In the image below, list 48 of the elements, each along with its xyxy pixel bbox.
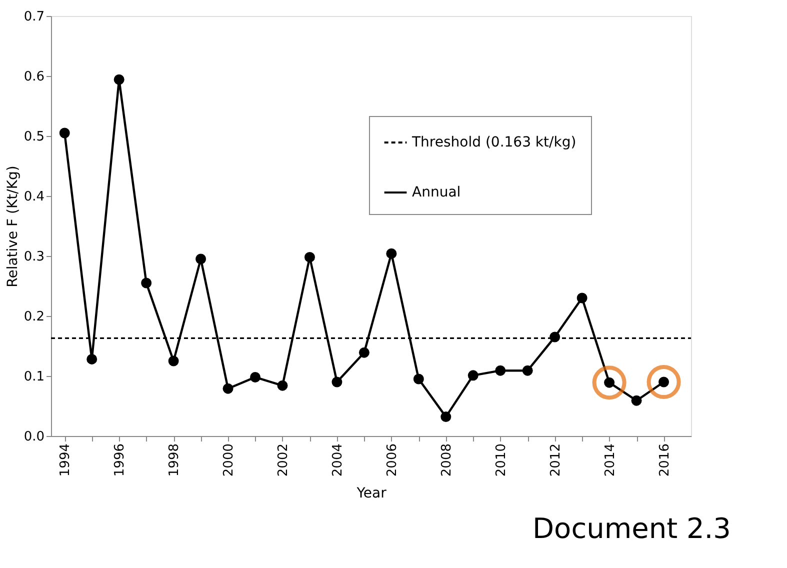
- point: [332, 376, 342, 388]
- point: [86, 354, 98, 364]
- point: [646, 365, 681, 399]
- point: [114, 74, 124, 85]
- y-tick-label: 0.0: [24, 430, 44, 444]
- point: [468, 370, 478, 381]
- point: [386, 248, 397, 259]
- y-tick-label: 0.2: [24, 310, 44, 324]
- point: [222, 383, 234, 394]
- y-tick-label: 0.7: [24, 10, 44, 24]
- x-tick-label: 1994: [58, 444, 74, 477]
- point: [196, 254, 206, 264]
- x-tick-label: 2002: [276, 444, 291, 477]
- x-tick-label: 2006: [384, 444, 400, 477]
- point: [550, 332, 560, 342]
- point: [59, 128, 70, 138]
- x-tick-label: 1998: [167, 444, 182, 477]
- x-tick-label: 2000: [222, 444, 237, 477]
- point: [592, 366, 626, 400]
- point: [277, 380, 288, 391]
- x-tick-label: 1996: [112, 444, 128, 477]
- x-tick-label: 2016: [657, 444, 672, 477]
- x-axis-title: Year: [356, 486, 387, 502]
- legend-label: Annual: [412, 184, 461, 200]
- y-tick-label: 0.3: [24, 250, 44, 264]
- y-tick-label: 0.5: [24, 130, 44, 144]
- y-tick-label: 0.6: [24, 70, 44, 84]
- y-tick-label: 0.1: [24, 370, 44, 384]
- point: [168, 356, 179, 366]
- y-tick-label: 0.4: [24, 190, 44, 204]
- point: [440, 412, 452, 422]
- point: [304, 252, 315, 262]
- y-axis-title: Relative F (Kt/Kg): [4, 166, 21, 288]
- x-tick-label: 2004: [330, 444, 346, 477]
- x-tick-label: 2008: [439, 444, 454, 477]
- legend-label: Threshold (0.163 kt/kg): [411, 134, 576, 150]
- text: Document 2.3: [532, 512, 731, 545]
- point: [358, 347, 370, 358]
- x-tick-label: 2010: [494, 444, 509, 477]
- x-tick-label: 2012: [548, 444, 564, 477]
- point: [413, 374, 424, 384]
- x-tick-label: 2014: [602, 444, 618, 477]
- point: [495, 365, 506, 376]
- point: [141, 278, 152, 288]
- point: [522, 365, 533, 376]
- point: [576, 292, 588, 304]
- point: [250, 372, 260, 382]
- point: [631, 395, 642, 406]
